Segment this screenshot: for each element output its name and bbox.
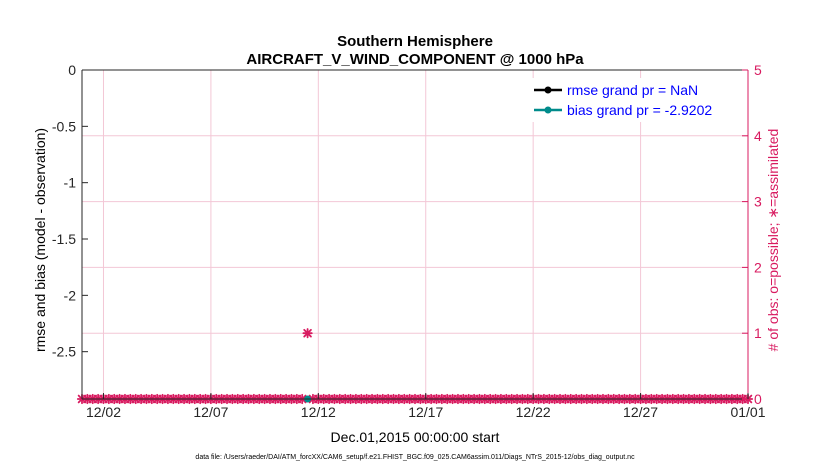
legend-box	[530, 78, 744, 122]
legend-rmse-marker	[544, 86, 552, 94]
y-left-tick-label-3: -1.5	[52, 231, 76, 247]
obs-marker-peak	[302, 328, 313, 339]
x-tick-label-2: 12/12	[301, 404, 336, 420]
y-right-tick-label-4: 4	[754, 128, 762, 144]
y-left-tick-label-4: -2	[64, 287, 77, 303]
y-right-tick-label-3: 3	[754, 194, 762, 210]
obs-marker-peak-stroke-3	[303, 328, 312, 338]
x-tick-label-1: 12/07	[193, 404, 228, 420]
y-right-tick-label-1: 1	[754, 325, 762, 341]
tick-labels: 0 -0.5 -1 -1.5 -2 -2.5 0 1 2 3 4 5 12/02 12/07 12/12 12…	[52, 62, 766, 420]
x-tick-label-0: 12/02	[86, 404, 121, 420]
y-axis-label-right: # of obs: o=possible; ∗=assimilated	[765, 129, 781, 352]
y-left-tick-label-2: -1	[64, 175, 77, 191]
x-tick-label-5: 12/27	[623, 404, 658, 420]
axes	[81, 69, 749, 400]
y-left-tick-label-5: -2.5	[52, 344, 76, 360]
y-right-tick-label-5: 5	[754, 62, 762, 78]
footer-data-file: data file: /Users/raeder/DAI/ATM_forcXX/…	[195, 454, 635, 461]
x-tick-label-4: 12/22	[516, 404, 551, 420]
grid-lines	[82, 69, 749, 400]
x-tick-label-6: 01/01	[730, 404, 765, 420]
x-axis-label: Dec.01,2015 00:00:00 start	[331, 429, 500, 445]
chart-title-line-1: Southern Hemisphere	[337, 33, 493, 50]
y-right-tick-label-0: 0	[754, 391, 762, 407]
x-tick-label-3: 12/17	[408, 404, 443, 420]
legend-bias-marker	[544, 106, 552, 114]
chart-title-line-2: AIRCRAFT_V_WIND_COMPONENT @ 1000 hPa	[246, 51, 584, 68]
y-left-tick-label-1: -0.5	[52, 118, 76, 134]
y-left-tick-label-0: 0	[68, 62, 76, 78]
legend-rmse-label: rmse grand pr = NaN	[567, 82, 698, 98]
legend: rmse grand pr = NaN bias grand pr = -2.9…	[530, 78, 744, 122]
y-axis-label-left: rmse and bias (model - observation)	[32, 128, 48, 352]
y-right-tick-label-2: 2	[754, 259, 762, 275]
legend-bias-label: bias grand pr = -2.9202	[567, 102, 712, 118]
